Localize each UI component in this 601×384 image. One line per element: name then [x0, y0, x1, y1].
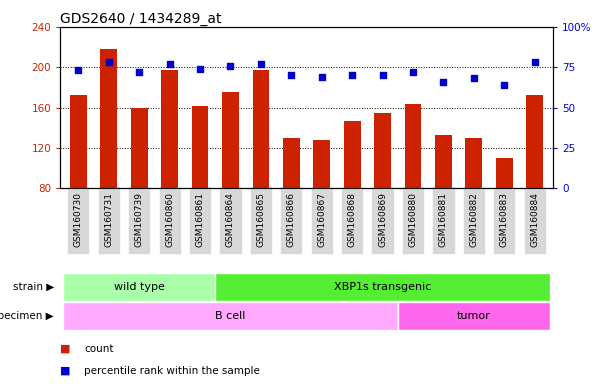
Bar [404, 104, 421, 269]
Point [225, 63, 235, 69]
Bar [63, 302, 398, 329]
Point [165, 61, 174, 67]
Text: strain ▶: strain ▶ [13, 282, 54, 292]
Point [347, 72, 357, 78]
Point [287, 72, 296, 78]
Bar [131, 108, 148, 269]
Text: percentile rank within the sample: percentile rank within the sample [84, 366, 260, 376]
Point [408, 69, 418, 75]
Text: B cell: B cell [215, 311, 246, 321]
Bar [283, 138, 300, 269]
Point [469, 75, 478, 81]
Point [439, 79, 448, 85]
Bar [496, 158, 513, 269]
Bar [63, 273, 215, 301]
Text: GDS2640 / 1434289_at: GDS2640 / 1434289_at [60, 12, 222, 26]
Point [499, 82, 509, 88]
Text: count: count [84, 344, 114, 354]
Point [73, 67, 83, 73]
Text: ■: ■ [60, 344, 70, 354]
Point [530, 59, 540, 65]
Bar [526, 95, 543, 269]
Bar [70, 95, 87, 269]
Point [378, 72, 388, 78]
Bar [313, 140, 330, 269]
Text: tumor: tumor [457, 311, 490, 321]
Bar [435, 135, 452, 269]
Point [135, 69, 144, 75]
Text: ■: ■ [60, 366, 70, 376]
Text: specimen ▶: specimen ▶ [0, 311, 54, 321]
Bar [222, 93, 239, 269]
Text: wild type: wild type [114, 282, 165, 292]
Bar [252, 70, 269, 269]
Bar [344, 121, 361, 269]
Bar [215, 273, 550, 301]
Point [317, 74, 326, 80]
Point [195, 66, 205, 72]
Bar [100, 49, 117, 269]
Bar [192, 106, 209, 269]
Bar [161, 70, 178, 269]
Text: XBP1s transgenic: XBP1s transgenic [334, 282, 432, 292]
Bar [465, 138, 482, 269]
Point [104, 59, 114, 65]
Bar [398, 302, 550, 329]
Bar [374, 113, 391, 269]
Point [256, 61, 266, 67]
